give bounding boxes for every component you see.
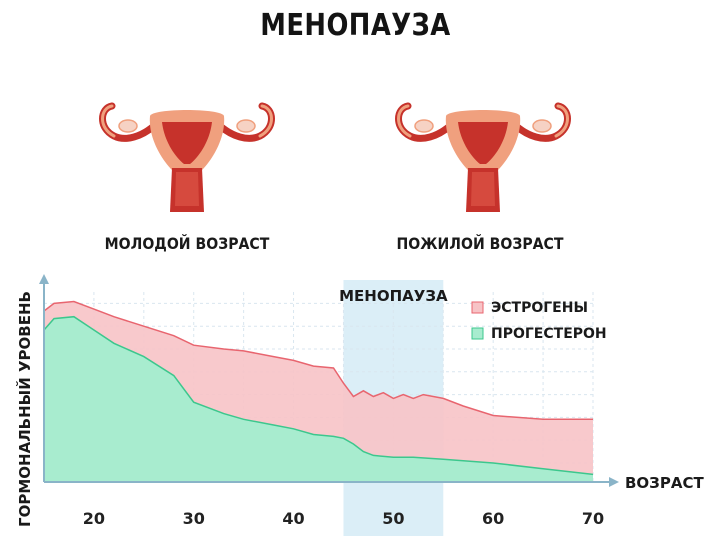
chart-axes — [39, 274, 619, 487]
illustration-caption-young: МОЛОДОЙ ВОЗРАСТ — [104, 234, 270, 253]
y-axis-label: ГОРМОНАЛЬНЫЙ УРОВЕНЬ — [15, 291, 34, 527]
illustration-caption-older: ПОЖИЛОЙ ВОЗРАСТ — [396, 234, 564, 253]
estrogen-line — [43, 300, 593, 421]
x-axis-label: ВОЗРАСТ — [625, 474, 704, 492]
x-tick-label: 20 — [83, 509, 105, 528]
x-tick-label: 50 — [382, 509, 404, 528]
menopause-band-label: МЕНОПАУЗА — [339, 287, 448, 305]
legend-label-progesterone: ПРОГЕСТЕРОН — [491, 326, 607, 342]
legend-label-estrogen: ЭСТРОГЕНЫ — [491, 300, 588, 316]
x-axis-arrow — [609, 477, 619, 487]
chart-legend: ЭСТРОГЕНЫ ПРОГЕСТЕРОН — [471, 300, 607, 342]
x-tick-label: 70 — [582, 509, 604, 528]
uterus-icon — [395, 102, 571, 212]
y-axis-arrow — [39, 274, 49, 284]
x-tick-label: 60 — [482, 509, 504, 528]
uterus-icon — [99, 102, 275, 212]
x-tick-label: 30 — [183, 509, 205, 528]
page-title: МЕНОПАУЗА — [260, 8, 451, 43]
progesterone-area — [44, 316, 593, 482]
hormone-chart: 20 30 40 50 60 70 ВОЗРАСТ ГОРМОНАЛЬНЫЙ УРОВЕН… — [15, 274, 704, 536]
legend-swatch-progesterone — [471, 327, 484, 340]
x-tick-labels: 20 30 40 50 60 70 — [83, 509, 604, 528]
legend-swatch-estrogen — [471, 301, 484, 314]
x-tick-label: 40 — [282, 509, 304, 528]
progesterone-line — [43, 315, 594, 476]
